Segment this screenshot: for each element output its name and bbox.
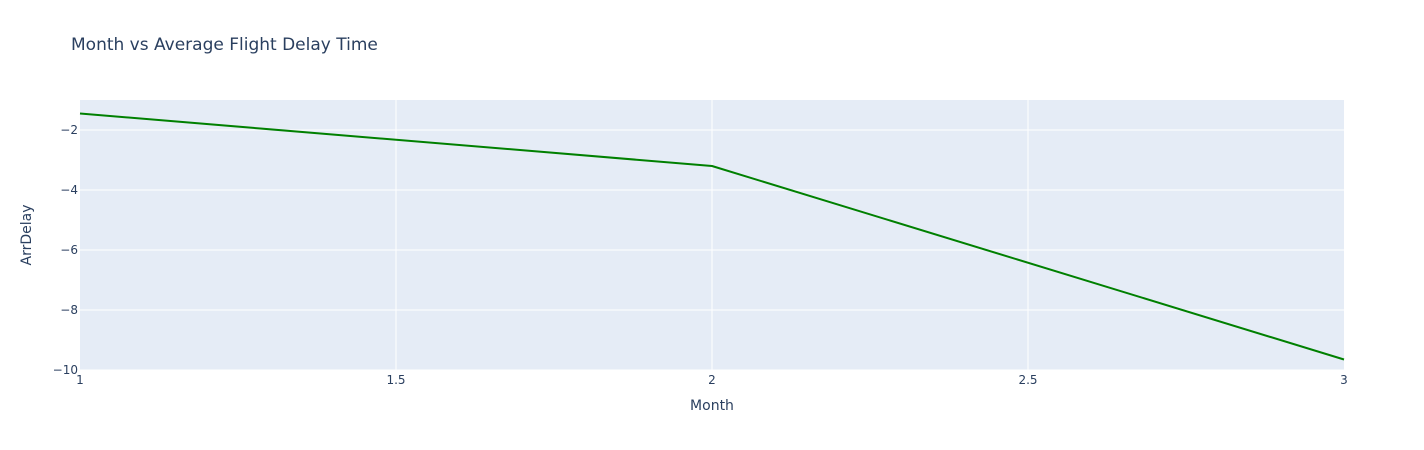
y-tick-label: −2	[60, 123, 78, 137]
y-tick-label: −8	[60, 303, 78, 317]
y-tick-label: −10	[53, 363, 78, 377]
y-axis-title: ArrDelay	[19, 205, 35, 266]
series-layer	[79, 112, 1345, 361]
x-axis-title: Month	[690, 398, 734, 414]
x-tick-label: 2	[708, 373, 716, 387]
x-tick-label: 2.5	[1018, 373, 1037, 387]
series-line	[79, 112, 1345, 361]
y-tick-label: −4	[60, 183, 78, 197]
y-tick-label: −6	[60, 243, 78, 257]
x-tick-label: 3	[1340, 373, 1348, 387]
tick-layer: 1 1.5 2 2.5 3 −2 −4 −6 −8 −10	[53, 123, 1348, 387]
x-tick-label: 1.5	[386, 373, 405, 387]
chart-title: Month vs Average Flight Delay Time	[71, 35, 378, 55]
x-tick-label: 1	[76, 373, 84, 387]
